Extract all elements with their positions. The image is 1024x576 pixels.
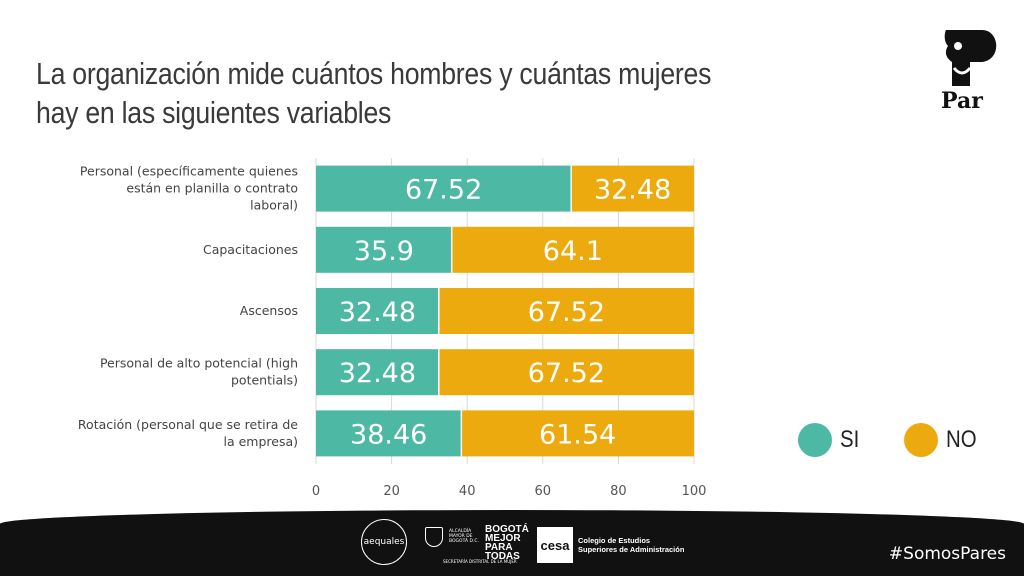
footer-bar	[0, 510, 1024, 576]
cesa-line2: Superiores de Administración	[578, 545, 685, 554]
x-tick-label-20: 20	[383, 484, 400, 499]
legend-si-label: SI	[840, 426, 860, 453]
category-label-4-line-0: Rotación (personal que se retira de	[78, 417, 298, 432]
aequales-logo: aequales	[361, 519, 407, 565]
category-label-0-line-1: están en planilla o contrato	[126, 181, 298, 196]
bar-no-0	[571, 165, 694, 212]
x-tick-label-40: 40	[459, 484, 476, 499]
data-label-si-0: 67.52	[405, 175, 482, 206]
bar-si-3	[316, 349, 439, 396]
category-label-0-line-0: Personal (específicamente quienes	[80, 164, 298, 179]
chart-title: La organización mide cuántos hombres y c…	[36, 56, 712, 130]
category-label-1-line-0: Capacitaciones	[203, 242, 298, 257]
x-tick-label-100: 100	[682, 484, 707, 499]
data-label-no-4: 61.54	[539, 419, 616, 450]
par-logo-icon	[944, 30, 997, 86]
data-label-si-3: 32.48	[339, 358, 416, 389]
x-tick-label-60: 60	[535, 484, 552, 499]
bar-no-2	[438, 288, 694, 334]
cesa-line1: Colegio de Estudios	[578, 536, 651, 545]
alcaldia-text: ALCALDÍA MAYOR DE BOGOTÁ D.C.	[449, 529, 479, 544]
cesa-mark: cesa	[537, 527, 573, 563]
cesa-mark-text: cesa	[540, 537, 570, 553]
bar-si-4	[316, 410, 462, 457]
par-logo-text: Par	[941, 88, 983, 114]
x-tick-label-80: 80	[610, 484, 627, 499]
bar-si-0	[316, 165, 572, 212]
data-label-no-1: 64.1	[543, 236, 603, 267]
legend-item-si: SI	[798, 420, 863, 460]
data-label-si-4: 38.46	[350, 419, 427, 450]
x-tick-label-0: 0	[312, 484, 320, 499]
legend-no-label: NO	[946, 426, 977, 453]
legend-item-no: NO	[904, 420, 982, 460]
bar-no-3	[438, 349, 694, 396]
data-label-si-1: 35.9	[354, 236, 414, 267]
data-label-no-0: 32.48	[594, 175, 671, 206]
data-label-no-3: 67.52	[528, 358, 605, 389]
bar-no-4	[461, 410, 694, 457]
category-label-3-line-1: potentials)	[231, 373, 298, 388]
category-label-4-line-1: la empresa)	[223, 434, 298, 449]
data-label-no-2: 67.52	[528, 297, 605, 328]
legend-si-swatch	[798, 423, 832, 457]
category-label-2-line-0: Ascensos	[240, 303, 298, 318]
bar-no-1	[451, 226, 694, 273]
cesa-logo: cesa Colegio de Estudios Superiores de A…	[537, 527, 684, 563]
category-label-3-line-0: Personal de alto potencial (high	[100, 356, 298, 371]
legend-no-swatch	[904, 423, 938, 457]
category-label-0-line-2: laboral)	[250, 198, 298, 213]
secretaria-text: SECRETARÍA DISTRITAL DE LA MUJER	[443, 559, 517, 564]
bogota-brand-text: BOGOTÁ MEJOR PARA TODAS	[485, 524, 529, 562]
bar-si-2	[316, 288, 439, 334]
aequales-text: aequales	[363, 537, 405, 547]
hashtag-text: #SomosPares	[888, 544, 1006, 564]
shield-icon	[425, 527, 443, 547]
bogota-logo: ALCALDÍA MAYOR DE BOGOTÁ D.C. BOGOTÁ MEJ…	[425, 524, 529, 565]
bar-si-1	[316, 226, 452, 273]
data-label-si-2: 32.48	[339, 297, 416, 328]
